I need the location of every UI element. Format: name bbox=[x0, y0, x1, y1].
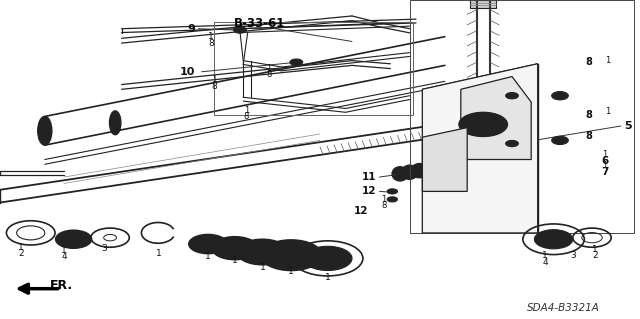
Text: 1: 1 bbox=[289, 267, 294, 276]
Text: 1: 1 bbox=[209, 32, 214, 41]
Polygon shape bbox=[461, 77, 531, 160]
Polygon shape bbox=[422, 64, 538, 233]
Text: 1: 1 bbox=[593, 245, 598, 254]
Ellipse shape bbox=[109, 111, 121, 135]
Text: 1: 1 bbox=[61, 246, 67, 255]
Text: 4: 4 bbox=[543, 258, 548, 267]
Circle shape bbox=[212, 237, 258, 260]
Bar bbox=[470, 0, 496, 8]
Text: FR.: FR. bbox=[50, 279, 73, 292]
Text: 1: 1 bbox=[602, 150, 607, 159]
Circle shape bbox=[534, 230, 573, 249]
Text: SDA4-B3321A: SDA4-B3321A bbox=[527, 303, 600, 313]
Text: 1: 1 bbox=[232, 256, 237, 265]
Text: 1: 1 bbox=[212, 75, 217, 84]
Circle shape bbox=[237, 239, 288, 265]
Text: 4: 4 bbox=[61, 252, 67, 261]
Text: 1: 1 bbox=[605, 56, 610, 65]
Text: 1: 1 bbox=[244, 106, 249, 115]
Polygon shape bbox=[422, 128, 467, 191]
Circle shape bbox=[290, 59, 303, 65]
Text: 5: 5 bbox=[624, 121, 632, 131]
Text: 10: 10 bbox=[180, 67, 195, 77]
Circle shape bbox=[189, 234, 227, 254]
Text: 8: 8 bbox=[266, 70, 271, 79]
Text: 9: 9 bbox=[188, 24, 195, 34]
Circle shape bbox=[387, 197, 397, 202]
Circle shape bbox=[506, 140, 518, 147]
Ellipse shape bbox=[412, 164, 428, 178]
Text: 11: 11 bbox=[362, 172, 376, 182]
Text: 12: 12 bbox=[353, 205, 368, 216]
Ellipse shape bbox=[402, 165, 418, 180]
Ellipse shape bbox=[434, 150, 456, 169]
Circle shape bbox=[552, 92, 568, 100]
Text: 1: 1 bbox=[605, 107, 610, 116]
Circle shape bbox=[506, 93, 518, 99]
Text: 8: 8 bbox=[586, 57, 592, 67]
Text: 1: 1 bbox=[325, 273, 330, 282]
Text: 8: 8 bbox=[381, 201, 387, 210]
Text: 12: 12 bbox=[362, 186, 376, 197]
Text: 1: 1 bbox=[260, 263, 265, 272]
Text: 8: 8 bbox=[244, 112, 249, 121]
Text: 7: 7 bbox=[602, 167, 609, 177]
Circle shape bbox=[234, 27, 246, 33]
Text: 8: 8 bbox=[209, 39, 214, 48]
Text: 3: 3 bbox=[570, 251, 575, 260]
Text: 8: 8 bbox=[586, 110, 592, 120]
Text: 1: 1 bbox=[381, 195, 387, 204]
Text: 2: 2 bbox=[19, 249, 24, 258]
Ellipse shape bbox=[461, 162, 506, 180]
Circle shape bbox=[303, 246, 352, 271]
Text: 1: 1 bbox=[156, 249, 161, 258]
Text: 8: 8 bbox=[212, 82, 217, 91]
Circle shape bbox=[56, 230, 92, 248]
Circle shape bbox=[552, 136, 568, 145]
Text: B-33-61: B-33-61 bbox=[234, 18, 285, 30]
Ellipse shape bbox=[392, 167, 408, 181]
Text: 1: 1 bbox=[19, 243, 24, 252]
Text: 2: 2 bbox=[593, 251, 598, 260]
Ellipse shape bbox=[38, 116, 52, 145]
Text: 8: 8 bbox=[586, 130, 592, 141]
Text: 1: 1 bbox=[602, 161, 607, 170]
Circle shape bbox=[387, 189, 397, 194]
Text: 1: 1 bbox=[543, 251, 548, 260]
Circle shape bbox=[260, 240, 322, 271]
Bar bbox=[214, 22, 413, 115]
Text: 1: 1 bbox=[205, 252, 211, 261]
Text: 6: 6 bbox=[602, 156, 609, 166]
Text: 3: 3 bbox=[101, 244, 106, 253]
Text: 1: 1 bbox=[266, 64, 271, 73]
Circle shape bbox=[459, 112, 508, 137]
